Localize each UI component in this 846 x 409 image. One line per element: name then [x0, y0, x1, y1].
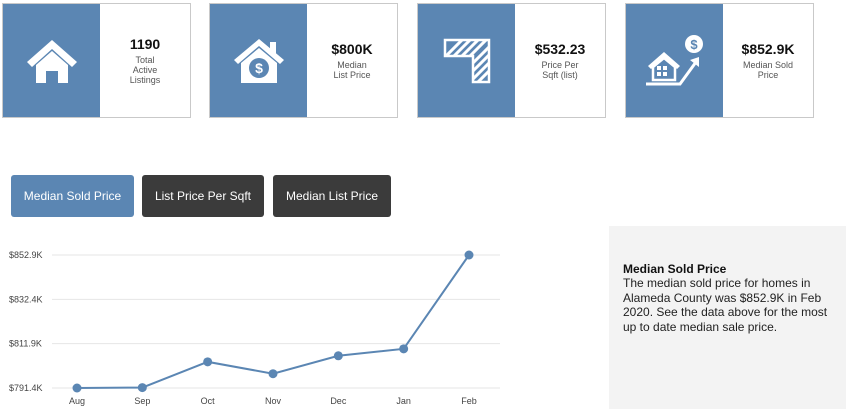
- icon-box: $: [626, 4, 723, 117]
- x-tick-label: Feb: [461, 396, 477, 406]
- stat-info: $532.23 Price Per Sqft (list): [515, 4, 605, 117]
- house-icon: [26, 39, 77, 83]
- info-title: Median Sold Price: [623, 262, 727, 276]
- sqft-icon: [443, 38, 490, 83]
- stat-value: 1190: [129, 36, 161, 52]
- data-point: [333, 351, 343, 361]
- stat-label: Median Sold Price: [742, 60, 794, 80]
- stat-card-median-list-price: $ $800K Median List Price: [209, 3, 398, 118]
- info-body: The median sold price for homes in Alame…: [623, 276, 828, 334]
- data-point: [203, 357, 213, 367]
- svg-text:$: $: [255, 60, 263, 76]
- stat-info: $800K Median List Price: [307, 4, 397, 117]
- data-point: [137, 383, 147, 393]
- data-point: [464, 250, 474, 260]
- icon-box: [3, 4, 100, 117]
- tab-median-list-price[interactable]: Median List Price: [273, 175, 391, 217]
- icon-box: [418, 4, 515, 117]
- series-line: [76, 254, 470, 389]
- x-tick-label: Jan: [396, 396, 411, 406]
- icon-box: $: [210, 4, 307, 117]
- x-tick-label: Aug: [69, 396, 85, 406]
- x-tick-label: Oct: [201, 396, 216, 406]
- house-growth-dollar-icon: $: [645, 34, 703, 85]
- data-point: [268, 369, 278, 379]
- median-sold-price-chart: $791.4K $811.9K $832.4K $852.9K Aug Sep Oct Nov…: [9, 250, 500, 406]
- y-tick-label: $791.4K: [9, 383, 43, 393]
- stat-label: Median List Price: [333, 60, 371, 80]
- data-point: [72, 383, 82, 393]
- stat-card-active-listings: 1190 Total Active Listings: [2, 3, 191, 118]
- stat-info: 1190 Total Active Listings: [100, 4, 190, 117]
- stat-card-price-per-sqft: $532.23 Price Per Sqft (list): [417, 3, 606, 118]
- stat-label: Price Per Sqft (list): [541, 60, 579, 80]
- x-tick-label: Dec: [330, 396, 347, 406]
- x-tick-label: Nov: [265, 396, 282, 406]
- stat-value: $532.23: [534, 41, 586, 57]
- data-point: [399, 344, 409, 354]
- house-dollar-icon: $: [233, 38, 284, 83]
- y-tick-label: $811.9K: [9, 339, 42, 349]
- tab-median-sold-price[interactable]: Median Sold Price: [11, 175, 134, 217]
- stat-value: $852.9K: [741, 41, 795, 57]
- tab-list-price-per-sqft[interactable]: List Price Per Sqft: [142, 175, 264, 217]
- x-tick-label: Sep: [134, 396, 150, 406]
- stat-label: Total Active Listings: [129, 55, 161, 85]
- stat-info: $852.9K Median Sold Price: [723, 4, 813, 117]
- stat-card-median-sold-price: $ $852.9K Median Sold Price: [625, 3, 814, 118]
- stat-value: $800K: [331, 41, 373, 57]
- info-panel: Median Sold Price The median sold price …: [609, 226, 846, 409]
- svg-text:$: $: [690, 37, 698, 52]
- y-tick-label: $852.9K: [9, 250, 43, 260]
- y-tick-label: $832.4K: [9, 294, 43, 304]
